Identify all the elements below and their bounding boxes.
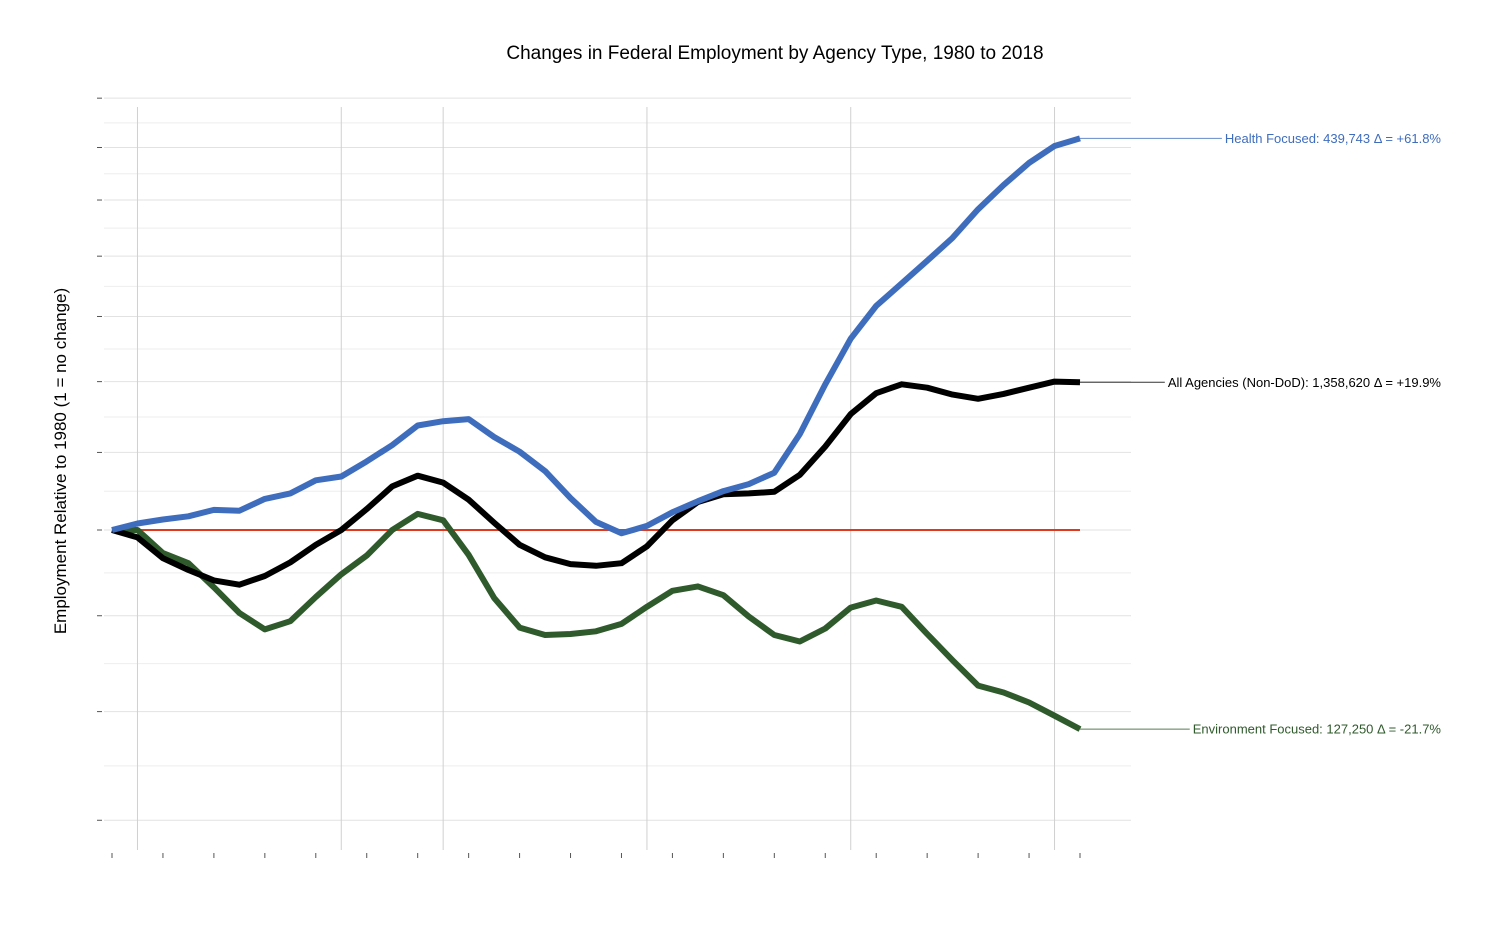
series-end-label: All Agencies (Non-DoD): 1,358,620 Δ = +1…: [1168, 375, 1442, 390]
series-end-label: Environment Focused: 127,250 Δ = -21.7%: [1193, 722, 1442, 737]
administration-boundaries: [136, 107, 1056, 850]
y-axis-ticks: [97, 97, 102, 821]
x-axis-ticks: [111, 853, 1081, 858]
series-end-label: Health Focused: 439,743 Δ = +61.8%: [1225, 131, 1442, 146]
y-axis-label: Employment Relative to 1980 (1 = no chan…: [51, 288, 70, 634]
series-line-environment-focused: [112, 510, 1082, 732]
series-line-health-focused: [111, 135, 1081, 537]
chart-title: Changes in Federal Employment by Agency …: [506, 43, 1043, 64]
series-line-all-agencies-non-dod: [111, 378, 1081, 588]
series-lines: [111, 135, 1082, 732]
series-end-labels: Health Focused: 439,743 Δ = +61.8% All Ag…: [1080, 131, 1441, 737]
